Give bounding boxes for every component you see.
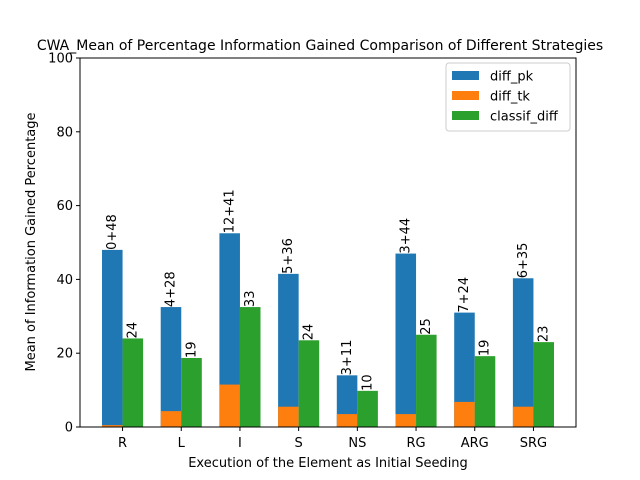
legend-swatch <box>452 71 479 80</box>
x-tick-label: L <box>178 436 186 451</box>
legend-swatch <box>452 111 479 120</box>
y-tick-label: 60 <box>56 199 73 214</box>
bar-diff-tk <box>219 384 240 427</box>
classif-value-label: 10 <box>360 374 375 391</box>
x-tick-label: RG <box>406 436 425 451</box>
bar-diff-tk <box>395 414 417 427</box>
bar-diff-pk <box>102 249 123 427</box>
y-tick-label: 100 <box>48 52 73 67</box>
y-tick-label: 20 <box>56 347 73 362</box>
x-tick-label: I <box>238 436 242 451</box>
stack-value-label: 7+24 <box>457 277 472 313</box>
y-tick-label: 40 <box>56 273 73 288</box>
bars-group <box>102 233 554 427</box>
bar-diff-tk <box>160 411 182 427</box>
y-tick-label: 0 <box>65 421 73 436</box>
bar-classif-diff <box>181 357 202 427</box>
y-tick-label: 80 <box>56 125 73 140</box>
bar-classif-diff <box>416 334 437 427</box>
legend-label: classif_diff <box>490 110 559 125</box>
legend-label: diff_tk <box>490 90 530 105</box>
x-tick-label: S <box>295 436 303 451</box>
stack-value-label: 0+48 <box>105 214 120 250</box>
bar-diff-pk <box>278 273 299 427</box>
bar-classif-diff <box>357 390 378 427</box>
bar-diff-pk <box>454 312 475 427</box>
legend: diff_pk diff_tk classif_diff <box>445 62 571 132</box>
x-axis: R L I S NS RG ARG SRG <box>118 427 547 451</box>
classif-value-label: 25 <box>419 318 434 335</box>
bar-diff-tk <box>102 425 123 427</box>
x-tick-label: ARG <box>461 436 489 451</box>
classif-value-label: 23 <box>536 326 551 343</box>
bar-diff-pk <box>512 278 534 427</box>
classif-value-label: 24 <box>302 324 317 341</box>
bar-diff-tk <box>278 406 299 427</box>
bar-diff-tk <box>512 406 534 427</box>
value-labels-group: 0+48 24 4+28 19 12+41 33 5+36 24 3+11 10 3+44 25 7+2… <box>105 189 551 391</box>
bar-diff-pk <box>395 253 417 427</box>
bar-diff-tk <box>336 414 358 427</box>
x-axis-label: Execution of the Element as Initial Seed… <box>188 456 468 471</box>
stack-value-label: 12+41 <box>222 189 237 233</box>
bar-classif-diff <box>533 342 554 427</box>
stack-value-label: 5+36 <box>281 238 296 274</box>
stack-value-label: 6+35 <box>516 243 531 279</box>
legend-label: diff_pk <box>490 70 534 85</box>
x-tick-label: NS <box>348 436 366 451</box>
bar-diff-pk <box>219 233 240 427</box>
classif-value-label: 33 <box>243 291 258 308</box>
bar-classif-diff <box>239 307 261 427</box>
classif-value-label: 19 <box>184 341 199 358</box>
stack-value-label: 3+44 <box>399 218 414 254</box>
classif-value-label: 19 <box>478 340 493 357</box>
legend-swatch <box>452 91 479 100</box>
bar-classif-diff <box>474 356 496 427</box>
stack-value-label: 3+11 <box>340 340 355 376</box>
x-tick-label: R <box>118 436 127 451</box>
bar-diff-pk <box>160 307 182 427</box>
y-axis-label: Mean of Information Gained Percentage <box>24 112 39 371</box>
chart-title: CWA_Mean of Percentage Information Gaine… <box>37 38 603 54</box>
stack-value-label: 4+28 <box>164 271 179 307</box>
plot-frame <box>79 57 577 428</box>
bar-classif-diff <box>298 340 320 427</box>
x-tick-label: SRG <box>520 436 547 451</box>
bar-diff-tk <box>454 401 475 427</box>
classif-value-label: 24 <box>126 322 141 339</box>
y-axis: 0 20 40 60 80 100 <box>48 52 80 436</box>
bar-classif-diff <box>122 338 144 427</box>
